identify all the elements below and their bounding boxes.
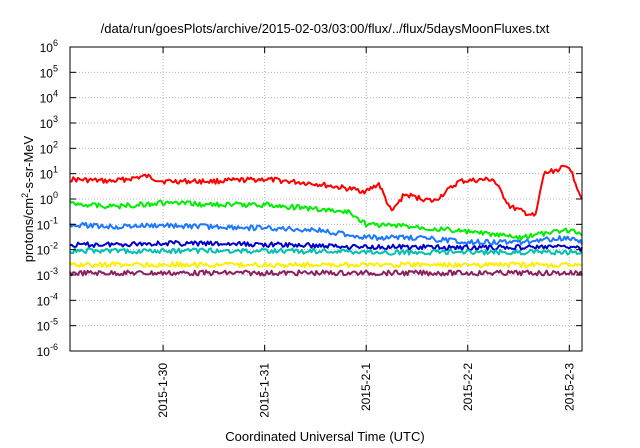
series-line [69, 261, 583, 269]
x-tick-label: 2015-1-31 [258, 363, 272, 418]
y-tick-label: 10-3 [37, 266, 58, 283]
y-axis-label-sup: 2 [20, 193, 30, 198]
series-line [69, 164, 583, 217]
y-tick-label: 101 [40, 165, 58, 182]
y-tick-label: 10-2 [37, 241, 58, 258]
series-line [69, 240, 583, 252]
y-tick-label: 10-6 [37, 342, 58, 359]
y-tick-label: 100 [40, 190, 58, 207]
y-tick-label: 10-1 [37, 215, 58, 232]
x-tick-label: 2015-1-30 [156, 363, 170, 418]
x-tick-label: 2015-2-2 [461, 363, 475, 411]
y-tick-label: 103 [40, 114, 58, 131]
series-line [69, 221, 583, 246]
y-tick-label: 10-4 [37, 291, 58, 308]
series-line [69, 269, 583, 277]
y-tick-label: 102 [40, 139, 58, 156]
y-tick-label: 104 [40, 89, 58, 106]
series-line [69, 199, 583, 241]
series-lines [69, 164, 583, 277]
y-axis-ticks: 10-6 10-5 10-4 10-3 10-2 10-1 100 101 102 103 104 1… [37, 38, 582, 359]
x-axis-ticks: 2015-1-30 2015-1-31 2015-2-1 2015-2-2 2015-2… [156, 47, 576, 418]
x-tick-label: 2015-2-3 [562, 363, 576, 411]
chart-title: /data/run/goesPlots/archive/2015-02-03/0… [101, 21, 550, 36]
y-axis-label-suffix: -s-sr-MeV [21, 135, 36, 192]
x-axis-label: Coordinated Universal Time (UTC) [225, 429, 424, 444]
y-tick-label: 10-5 [37, 317, 58, 334]
y-axis-label: protons/cm2-s-sr-MeV [20, 135, 36, 262]
y-axis-label-prefix: protons/cm [21, 198, 36, 262]
y-tick-label: 106 [40, 38, 58, 55]
x-tick-label: 2015-2-1 [359, 363, 373, 411]
y-tick-label: 105 [40, 63, 58, 80]
series-line [69, 247, 583, 256]
